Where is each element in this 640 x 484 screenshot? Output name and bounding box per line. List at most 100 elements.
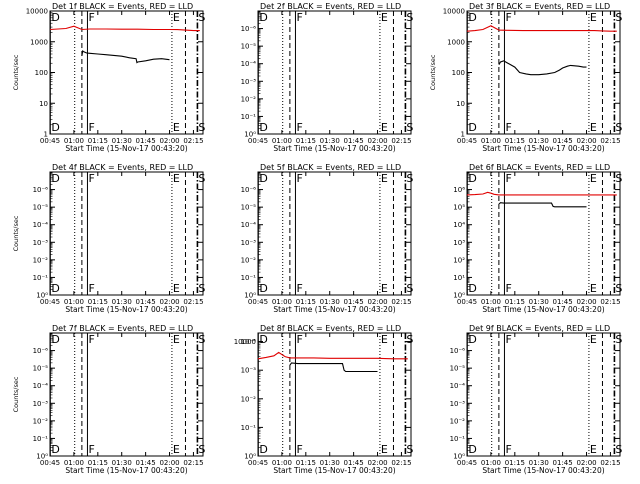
marker-label-top: S [406, 333, 413, 346]
y-tick-label: 10⁻² [33, 417, 49, 425]
y-tick-label: 10⁻¹ [241, 424, 257, 432]
y-tick-label: 10⁰ [244, 292, 256, 300]
plot-title: Det 9f BLACK = Events, RED = LLD [469, 324, 610, 333]
marker-label-bottom: F [505, 121, 511, 134]
y-tick-label: 1 [461, 131, 465, 139]
marker-label-top: D [51, 333, 59, 346]
marker-label-bottom: E [173, 121, 180, 134]
marker-label-bottom: F [296, 282, 302, 295]
y-tick-label: 10⁰ [453, 453, 465, 461]
marker-label-top: S [615, 333, 622, 346]
marker-label-top: E [173, 11, 180, 24]
y-axis-label: Counts/sec [12, 376, 20, 412]
plot-frame [49, 171, 204, 296]
x-tick-label: 01:00 [481, 137, 501, 145]
marker-label-top: S [406, 172, 413, 185]
x-axis-label: Start Time (15-Nov-17 00:43:20) [273, 144, 395, 153]
x-tick-label: 02:00 [159, 137, 179, 145]
marker-label-top: F [88, 333, 94, 346]
marker-label-top: F [296, 333, 302, 346]
marker-label-top: S [198, 333, 205, 346]
marker-label-top: F [505, 11, 511, 24]
y-tick-label: 10⁻⁴ [33, 382, 49, 390]
y-tick-label: 10⁻² [241, 95, 257, 103]
x-tick-label: 02:15 [183, 137, 203, 145]
x-axis-label: Start Time (15-Nov-17 00:43:20) [482, 144, 604, 153]
marker-label-bottom: F [505, 282, 511, 295]
x-axis-label: Start Time (15-Nov-17 00:43:20) [273, 466, 395, 475]
y-tick-label: 1000 [30, 38, 48, 46]
x-tick-label: 00:45 [40, 459, 60, 467]
x-tick-label: 02:00 [576, 459, 596, 467]
marker-label-bottom: D [51, 282, 59, 295]
marker-label-top: E [381, 172, 388, 185]
marker-label-bottom: S [406, 121, 413, 134]
plot-title: Det 8f BLACK = Events, RED = LLD [260, 324, 401, 333]
y-tick-label: 10⁻³ [33, 239, 49, 247]
x-tick-label: 01:00 [272, 459, 292, 467]
marker-label-bottom: S [198, 282, 205, 295]
y-tick-label: 10⁻⁶ [33, 347, 49, 355]
marker-label-bottom: S [406, 282, 413, 295]
marker-label-top: E [381, 333, 388, 346]
plot-panel-6: Det 6f BLACK = Events, RED = LLD 00:45 01:… [453, 163, 622, 314]
marker-label-bottom: D [51, 121, 59, 134]
x-tick-label: 01:30 [320, 459, 340, 467]
marker-label-top: S [198, 11, 205, 24]
events-series-line [289, 362, 378, 373]
plot-frame [466, 171, 621, 296]
x-tick-label: 02:15 [391, 459, 411, 467]
marker-label-bottom: D [468, 443, 476, 456]
marker-label-top: S [406, 11, 413, 24]
plot-title: Det 6f BLACK = Events, RED = LLD [469, 163, 610, 172]
lld-series-line [466, 191, 617, 196]
marker-label-bottom: S [198, 443, 205, 456]
y-axis-label: Counts/sec [12, 54, 20, 90]
marker-label-bottom: E [590, 121, 597, 134]
x-tick-label: 01:00 [481, 459, 501, 467]
x-tick-label: 01:15 [505, 298, 525, 306]
marker-label-bottom: E [381, 443, 388, 456]
x-tick-label: 01:15 [88, 298, 108, 306]
x-tick-label: 01:15 [296, 459, 316, 467]
plot-title: Det 2f BLACK = Events, RED = LLD [260, 2, 401, 11]
y-tick-label: 10⁻⁵ [33, 204, 49, 212]
plot-panel-3: Det 3f BLACK = Events, RED = LLD 00:45 01:… [429, 2, 622, 153]
y-tick-label: 10⁻⁵ [241, 204, 257, 212]
marker-label-bottom: F [296, 443, 302, 456]
plot-title: Det 5f BLACK = Events, RED = LLD [260, 163, 401, 172]
x-axis-label: Start Time (15-Nov-17 00:43:20) [65, 305, 187, 314]
marker-label-top: E [590, 333, 597, 346]
plot-panel-4: Det 4f BLACK = Events, RED = LLD 00:45 01:… [12, 163, 205, 314]
x-tick-label: 01:15 [88, 137, 108, 145]
marker-label-bottom: E [173, 282, 180, 295]
marker-label-bottom: F [88, 121, 94, 134]
plot-title: Det 1f BLACK = Events, RED = LLD [52, 2, 193, 11]
x-tick-label: 02:00 [367, 459, 387, 467]
marker-label-bottom: D [259, 443, 267, 456]
x-tick-label: 01:30 [320, 137, 340, 145]
x-tick-label: 02:15 [183, 459, 203, 467]
x-tick-label: 01:45 [136, 459, 156, 467]
y-tick-label: 10⁰ [36, 453, 48, 461]
x-tick-label: 02:00 [159, 298, 179, 306]
x-tick-label: 00:45 [40, 298, 60, 306]
lld-series-line [257, 351, 408, 360]
y-tick-label: 10⁻⁴ [450, 382, 466, 390]
marker-label-bottom: D [259, 121, 267, 134]
marker-label-bottom: E [590, 282, 597, 295]
marker-label-bottom: E [381, 121, 388, 134]
x-tick-label: 01:30 [529, 459, 549, 467]
y-tick-label: 10⁻⁴ [33, 221, 49, 229]
x-axis-label: Start Time (15-Nov-17 00:43:20) [273, 305, 395, 314]
y-tick-label: 10⁶ [453, 186, 465, 194]
plot-panel-8: Det 8f BLACK = Events, RED = LLD 00:45 01:… [234, 324, 414, 475]
plot-panel-2: Det 2f BLACK = Events, RED = LLD 00:45 01:… [241, 2, 414, 153]
plot-panel-1: Det 1f BLACK = Events, RED = LLD 00:45 01:… [12, 2, 205, 153]
marker-label-top: F [505, 172, 511, 185]
plot-panel-5: Det 5f BLACK = Events, RED = LLD 00:45 01:… [241, 163, 414, 314]
y-tick-label: 10⁰ [244, 131, 256, 139]
y-tick-label: 10⁻¹ [241, 113, 257, 121]
x-axis-label: Start Time (15-Nov-17 00:43:20) [482, 305, 604, 314]
x-tick-label: 02:00 [576, 137, 596, 145]
